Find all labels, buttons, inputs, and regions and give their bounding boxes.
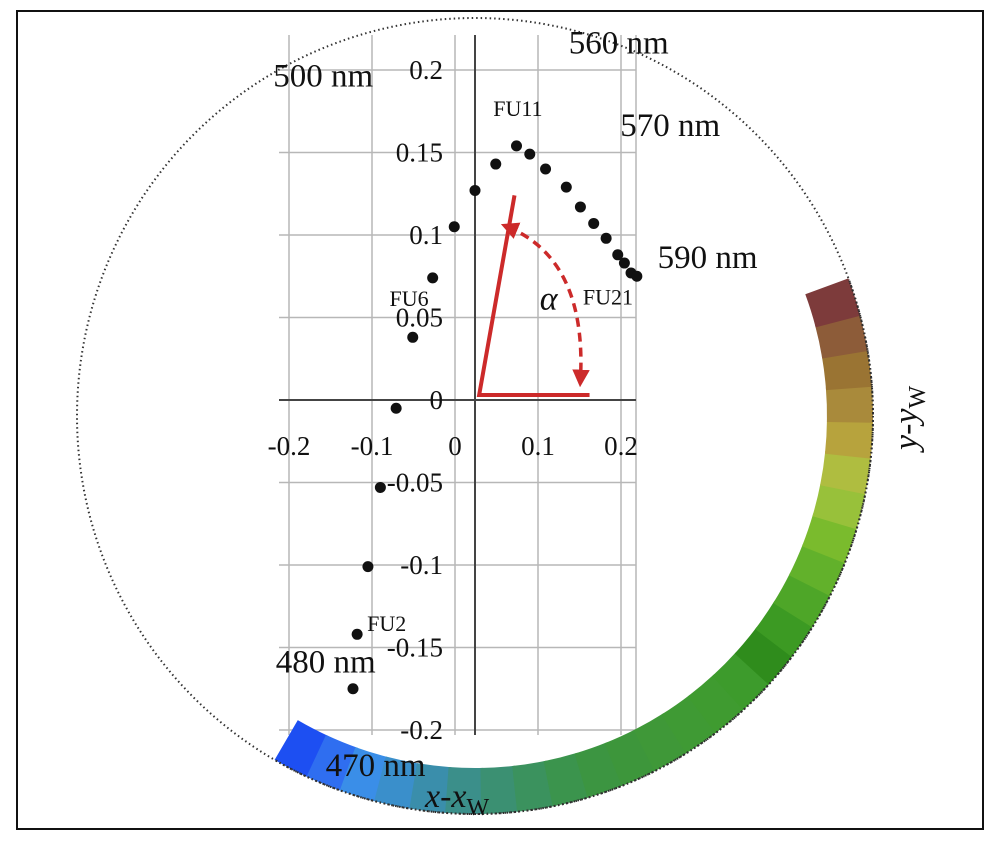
color-ring-segment <box>661 694 719 754</box>
y-tick-label: -0.2 <box>400 715 443 745</box>
y-tick-label: -0.1 <box>400 550 443 580</box>
point-label: FU21 <box>583 284 633 309</box>
wavelength-label: 470 nm <box>326 748 426 784</box>
wavelength-label: 560 nm <box>569 26 669 62</box>
wavelength-label: 590 nm <box>658 240 758 276</box>
y-tick-label: 0 <box>430 385 444 415</box>
data-point <box>612 249 624 261</box>
data-point <box>618 257 630 269</box>
x-tick-label: 0.2 <box>604 431 638 461</box>
data-point <box>588 217 600 229</box>
color-ring-segment <box>734 626 794 685</box>
y-tick-label: 0.15 <box>396 138 443 168</box>
color-ring-segment <box>802 513 858 564</box>
color-ring-segment <box>812 482 866 530</box>
data-point <box>407 331 419 343</box>
wavelength-label: 480 nm <box>276 644 376 680</box>
color-ring-segment <box>755 600 814 657</box>
data-point <box>374 481 386 493</box>
color-ring-segment <box>820 450 872 495</box>
data-point <box>511 140 522 152</box>
color-ring <box>274 278 874 815</box>
data-point <box>362 561 374 573</box>
dotted-boundary-circle <box>76 17 874 815</box>
y-axis-title-subscript: W <box>905 385 931 408</box>
data-point <box>600 232 612 244</box>
color-ring-segment <box>480 765 521 814</box>
data-point <box>448 221 460 233</box>
point-label: FU2 <box>367 611 406 636</box>
data-point <box>469 184 481 196</box>
axis-titles: x-xW y-yW <box>424 385 931 821</box>
x-tick-label: 0 <box>448 431 462 461</box>
point-label: FU11 <box>493 96 542 121</box>
data-point <box>490 158 502 170</box>
outer-frame <box>16 10 984 830</box>
color-ring-segment <box>814 312 868 359</box>
color-ring-segment <box>339 747 389 802</box>
y-tick-label: 0.1 <box>409 220 443 250</box>
grid <box>279 35 637 735</box>
color-ring-segment <box>633 713 689 772</box>
data-points <box>347 140 643 695</box>
color-ring-segment <box>805 278 861 328</box>
y-tick-label: 0.2 <box>409 55 443 85</box>
color-ring-segment <box>824 419 873 459</box>
color-ring-segment <box>712 651 771 711</box>
color-ring-outer-edge <box>275 279 874 815</box>
color-ring-segment <box>604 728 658 786</box>
wavelength-label: 570 nm <box>620 108 720 144</box>
y-tick-label: 0.05 <box>396 303 443 333</box>
angle-arc-arrow <box>500 222 590 388</box>
y-tick-label: -0.15 <box>387 633 443 663</box>
axes: -0.2 -0.1 0 0.1 0.20.20.150.10.050-0.05-0.1-… <box>268 35 638 745</box>
data-point <box>427 272 439 284</box>
data-point <box>560 181 572 193</box>
x-tick-label: -0.2 <box>268 431 311 461</box>
data-point <box>574 201 586 213</box>
x-tick-label: 0.1 <box>521 431 555 461</box>
hue-angle-annotation: α <box>476 195 590 398</box>
data-point <box>524 148 536 160</box>
color-ring-segment <box>374 756 420 810</box>
color-ring-segment <box>409 763 452 814</box>
color-ring-segment <box>821 347 872 391</box>
x-axis-title-subscript: W <box>467 795 490 821</box>
color-ring-segment <box>687 674 746 734</box>
point-label: FU6 <box>390 286 429 311</box>
y-axis-title: y-yW <box>888 385 931 453</box>
x-tick-label: -0.1 <box>351 431 394 461</box>
data-point <box>347 683 359 695</box>
y-tick-label: -0.05 <box>387 468 443 498</box>
wavelength-label: 500 nm <box>273 59 373 95</box>
angle-label: α <box>540 280 559 317</box>
data-point <box>351 628 363 640</box>
color-ring-segment <box>825 383 874 423</box>
color-ring-segment <box>445 767 485 814</box>
x-axis-title: x-xW <box>424 778 490 821</box>
data-point <box>631 270 643 282</box>
data-point <box>390 402 402 414</box>
labels: FU2 FU6 FU11 FU21 470 nm 480 nm 500 nm 560 nm 57… <box>273 26 758 785</box>
color-ring-segment <box>512 760 556 812</box>
data-point <box>540 163 552 175</box>
